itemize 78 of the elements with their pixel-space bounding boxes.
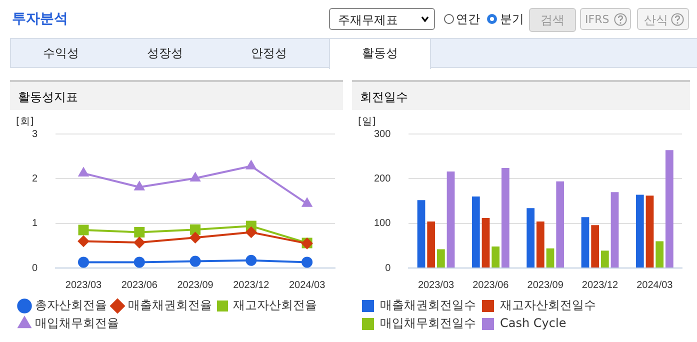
bar	[427, 222, 436, 268]
text: 연간	[456, 11, 480, 28]
y-tick-label: 2	[32, 173, 38, 184]
x-tick-label: 2023/12	[233, 280, 270, 291]
bar	[437, 249, 445, 268]
chart-title: 회전일수	[352, 80, 690, 110]
x-tick-label: 2023/06	[472, 280, 510, 291]
point	[302, 198, 312, 207]
y-tick-label: 1	[32, 218, 38, 230]
bar	[536, 222, 544, 268]
point	[190, 256, 201, 267]
text: IFRS	[580, 8, 631, 30]
bar	[546, 248, 554, 268]
bar	[646, 196, 654, 268]
point	[246, 226, 257, 238]
point	[190, 172, 200, 182]
y-tick-label: 0	[385, 262, 392, 274]
y-tick-label: 100	[374, 218, 392, 230]
x-tick-label: 2023/09	[177, 280, 214, 291]
point	[134, 256, 145, 268]
bar	[492, 246, 500, 268]
bar	[581, 217, 590, 268]
text: 분기	[500, 11, 524, 28]
y-axis-title: [일]	[358, 116, 376, 128]
point	[190, 224, 201, 235]
x-tick-label: 2023/12	[582, 280, 619, 291]
x-tick-label: 2023/09	[527, 280, 564, 291]
x-tick-label: 2023/03	[65, 280, 102, 291]
bar	[610, 192, 619, 268]
x-tick-label: 2023/03	[418, 280, 455, 291]
text: 검색	[529, 8, 576, 32]
bar	[656, 241, 664, 268]
chart-title: 활동성지표	[10, 80, 343, 110]
point	[78, 224, 89, 236]
point	[78, 256, 90, 268]
text: 성장성	[146, 45, 184, 62]
text: 안정성	[250, 45, 288, 62]
bar	[636, 194, 644, 268]
legend-label: 매입채무회전일수	[380, 316, 476, 330]
bar	[446, 172, 455, 268]
bar	[600, 250, 609, 268]
legend-label: 총자산회전율	[35, 298, 107, 312]
legend-label: 재고자산회전율	[233, 298, 317, 312]
point	[190, 232, 201, 244]
bar	[665, 150, 674, 268]
y-tick-label: 300	[374, 128, 392, 140]
text: 투자분석	[12, 10, 68, 28]
bar	[526, 208, 535, 268]
bar	[502, 168, 510, 268]
legend-label: Cash Cycle	[500, 316, 566, 330]
y-tick-label: 200	[374, 173, 392, 184]
y-axis-title: [회]	[16, 116, 34, 128]
bar	[417, 200, 426, 268]
y-tick-label: 3	[32, 128, 38, 140]
bar	[556, 181, 564, 268]
bar	[482, 218, 490, 268]
bar	[472, 196, 480, 268]
text: 산식	[637, 8, 689, 30]
point	[78, 168, 88, 177]
legend-label: 매출채권회전일수	[380, 298, 476, 312]
text: 주재무제표	[329, 8, 435, 30]
point	[78, 236, 90, 247]
point	[134, 182, 144, 190]
bar	[591, 225, 600, 268]
legend-label: 매입채무회전율	[35, 316, 119, 330]
point	[134, 237, 145, 248]
legend-label: 매출채권회전율	[128, 298, 212, 312]
x-tick-label: 2023/06	[121, 280, 158, 291]
point	[246, 160, 256, 170]
point	[246, 254, 257, 266]
y-tick-label: 0	[32, 262, 38, 274]
text: 수익성	[42, 45, 80, 62]
x-tick-label: 2024/03	[288, 280, 326, 291]
point	[134, 227, 145, 238]
legend-label: 재고자산회전일수	[500, 298, 596, 312]
point	[302, 256, 313, 268]
text: 활동성	[329, 38, 431, 69]
x-tick-label: 2024/03	[636, 280, 674, 291]
